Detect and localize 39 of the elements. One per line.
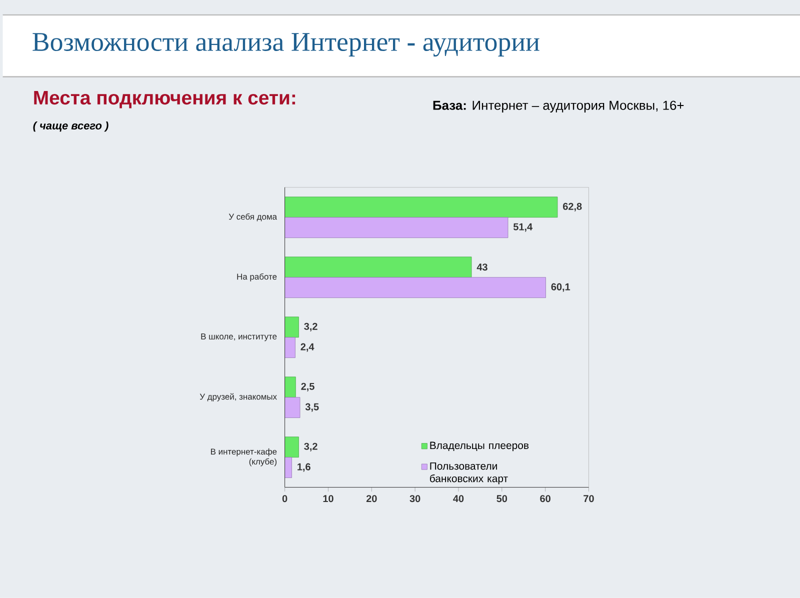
data-label: 3,5 <box>305 403 319 412</box>
bar <box>284 277 546 298</box>
x-tick-label: 0 <box>282 495 288 502</box>
bar <box>284 217 508 238</box>
data-label: 2,5 <box>301 382 314 392</box>
data-label: 60,1 <box>551 283 570 292</box>
text: База: Интернет – аудитория Москвы, 16+ <box>433 100 684 113</box>
x-tick-label: 70 <box>584 495 594 502</box>
bar <box>284 457 292 478</box>
x-tick-label: 30 <box>410 495 420 502</box>
x-tick-label: 50 <box>496 495 508 502</box>
data-label: 43 <box>476 264 488 271</box>
x-tick-label: 60 <box>540 495 550 502</box>
data-label: 2,4 <box>300 343 314 352</box>
legend-label: Владельцы плееров <box>430 442 529 452</box>
y-tick-label: В школе, институте <box>201 334 277 342</box>
bar <box>284 337 296 358</box>
bar <box>284 436 299 458</box>
data-label: 3,2 <box>304 322 318 332</box>
x-tick-label: 40 <box>453 495 464 502</box>
y-tick-label: На работе <box>237 273 277 282</box>
data-label: 51,4 <box>513 223 532 232</box>
y-tick-label: В интернет-кафе (клубе) <box>210 448 277 466</box>
y-tick-label: У друзей, знакомых <box>200 393 277 402</box>
data-label: 62,8 <box>563 202 582 212</box>
bar <box>284 376 296 398</box>
bar <box>284 256 472 278</box>
y-tick-label: У себя дома <box>228 213 278 222</box>
chart-subtitle: Места подключения к сети: <box>34 91 296 108</box>
legend-label: Пользователи банковских карт <box>430 462 508 484</box>
bar <box>284 196 558 218</box>
data-label: 3,2 <box>304 442 318 452</box>
bar <box>284 397 300 418</box>
bar <box>284 316 299 338</box>
x-tick-label: 10 <box>323 495 334 502</box>
x-tick-label: 20 <box>366 495 377 502</box>
chart-title: Возможности анализа Интернет - аудитории <box>32 33 540 57</box>
text: ( чаще всего ) <box>33 121 108 132</box>
data-label: 1,6 <box>298 463 310 472</box>
